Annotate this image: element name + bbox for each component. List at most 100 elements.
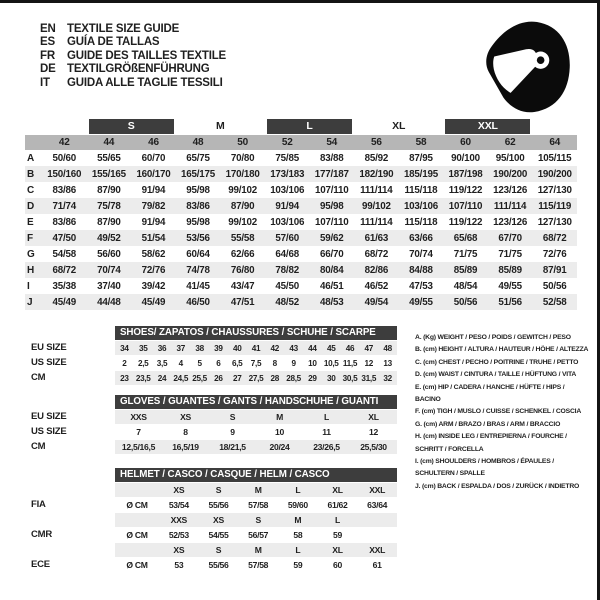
measure-cell: 48/53 bbox=[320, 296, 344, 308]
measure-cell: 111/114 bbox=[360, 216, 393, 228]
measure-cell: 47/53 bbox=[409, 280, 433, 292]
size-group-row: S M L XL XXL bbox=[25, 119, 577, 134]
table-title: GLOVES / GUANTES / GANTS / HANDSCHUHE / … bbox=[115, 395, 397, 409]
measure-cell: 51/54 bbox=[141, 232, 166, 244]
measure-cell: 170/180 bbox=[225, 168, 260, 180]
measure-cell: 79/82 bbox=[141, 200, 166, 212]
legend-entry: H. (cm) INSIDE LEG / ENTREPIERNA / FOURC… bbox=[415, 433, 567, 453]
measure-row: E 83/86 87/90 91/94 95/98 99/102 103/106 107/11… bbox=[25, 214, 577, 230]
size-number-cell: 44 bbox=[103, 137, 115, 148]
measure-cell: 85/89 bbox=[453, 264, 478, 276]
value-cell: XL bbox=[368, 412, 379, 422]
value-cell: 58 bbox=[293, 530, 303, 540]
value-cell: 10,5 bbox=[323, 358, 339, 368]
measure-cell: 55/65 bbox=[97, 152, 121, 164]
size-letter-cell: S bbox=[215, 485, 222, 495]
measure-cell: 46/52 bbox=[364, 280, 389, 292]
measure-cell: 85/89 bbox=[498, 264, 522, 276]
measure-cell: 55/58 bbox=[230, 232, 255, 244]
value-cell: 63/64 bbox=[367, 500, 388, 510]
value-cell: 60 bbox=[333, 560, 342, 570]
value-cell: 56/57 bbox=[248, 530, 269, 540]
measure-cell: 66/70 bbox=[320, 248, 344, 260]
language-title: TEXTILE SIZE GUIDE bbox=[67, 23, 180, 35]
value-cell: 44 bbox=[308, 343, 317, 353]
row-label: US SIZE bbox=[31, 357, 67, 368]
measure-cell: 74/78 bbox=[186, 264, 210, 276]
value-cell: 2 bbox=[122, 358, 127, 368]
value-cell: 7 bbox=[136, 427, 141, 437]
legend-entry: F. (cm) TIGH / MUSLO / CUISSE / SCHENKEL… bbox=[415, 408, 582, 416]
language-code: ES bbox=[40, 36, 55, 49]
value-cell: 2,5 bbox=[137, 358, 149, 368]
measure-cell: 95/98 bbox=[186, 216, 210, 228]
table-row: EU SIZE 34 35 36 37 38 39 40 41 42 43 44 45 46 47 48 bbox=[25, 341, 397, 355]
measure-cell: 75/85 bbox=[275, 152, 299, 164]
value-cell: 53/54 bbox=[168, 500, 189, 510]
measure-key: H bbox=[27, 264, 35, 276]
language-row: ES GUÍA DE TALLAS bbox=[40, 36, 226, 49]
measure-cell: 91/94 bbox=[275, 200, 299, 212]
size-number-cell: 46 bbox=[148, 137, 159, 148]
value-cell: 16,5/19 bbox=[172, 442, 199, 452]
measure-cell: 123/126 bbox=[493, 184, 528, 196]
size-number-cell: 54 bbox=[326, 137, 338, 148]
measure-cell: 103/106 bbox=[270, 216, 305, 228]
helmet-value-row: FIA Ø CM 53/54 55/56 57/58 59/60 61/62 63/64 bbox=[25, 498, 397, 512]
measure-key: J bbox=[27, 296, 33, 308]
value-cell: 29 bbox=[308, 373, 317, 383]
measure-cell: 119/122 bbox=[448, 216, 483, 228]
language-title: GUÍA DE TALLAS bbox=[67, 36, 160, 49]
value-cell: 11,5 bbox=[342, 358, 358, 368]
measure-cell: 165/175 bbox=[181, 168, 216, 180]
measure-cell: 52/58 bbox=[542, 296, 567, 308]
measure-cell: 95/98 bbox=[320, 200, 344, 212]
value-cell: 12 bbox=[364, 358, 374, 368]
measure-cell: 107/110 bbox=[448, 200, 483, 212]
measure-cell: 111/114 bbox=[493, 200, 527, 212]
size-letter-cell: L bbox=[295, 545, 301, 555]
measure-cell: 58/62 bbox=[141, 248, 166, 260]
table-header-row: GLOVES / GUANTES / GANTS / HANDSCHUHE / … bbox=[25, 395, 397, 409]
value-cell: 61/62 bbox=[327, 500, 348, 510]
language-title: GUIDE DES TAILLES TEXTILE bbox=[67, 49, 226, 62]
value-cell: 7,5 bbox=[250, 358, 262, 368]
language-title: TEXTILGRÖßENFÜHRUNG bbox=[67, 63, 210, 76]
measure-cell: 45/49 bbox=[141, 296, 166, 308]
size-group-label: S bbox=[88, 119, 174, 134]
measure-cell: 70/74 bbox=[409, 248, 433, 260]
size-letter-cell: XS bbox=[173, 485, 185, 495]
measure-cell: 80/84 bbox=[320, 264, 344, 276]
value-cell: S bbox=[229, 412, 236, 422]
measure-row: J 45/49 44/48 45/49 46/50 47/51 48/52 48/53 49/5… bbox=[25, 294, 577, 310]
row-label-spacer bbox=[25, 543, 115, 557]
measure-cell: 62/66 bbox=[230, 248, 255, 260]
measure-cell: 60/64 bbox=[186, 248, 210, 260]
measure-cell: 84/88 bbox=[409, 264, 433, 276]
unit-cell: Ø CM bbox=[126, 500, 148, 510]
value-cell: 30,5 bbox=[342, 373, 358, 383]
measure-cell: 75/78 bbox=[97, 200, 121, 212]
measure-cell: 70/74 bbox=[97, 264, 121, 276]
measure-cell: 56/60 bbox=[97, 248, 121, 260]
shoes-table: SHOES/ ZAPATOS / CHAUSSURES / SCHUHE / S… bbox=[25, 326, 397, 385]
language-row: FR GUIDE DES TAILLES TEXTILE bbox=[40, 50, 226, 63]
table-title: HELMET / CASCO / CASQUE / HELM / CASCO bbox=[115, 468, 397, 482]
row-cells: XS S M L XL XXL bbox=[115, 483, 397, 497]
row-label: US SIZE bbox=[31, 426, 67, 437]
measure-row: G 54/58 56/60 58/62 60/64 62/66 64/68 66/70 68/7… bbox=[25, 246, 577, 262]
size-letter-cell: L bbox=[335, 515, 340, 525]
row-label-spacer bbox=[25, 483, 115, 497]
measure-cell: 111/114 bbox=[360, 184, 393, 196]
table-row: US SIZE 7 8 9 10 11 12 bbox=[25, 425, 397, 439]
helmet-size-row: XXS XS S M L bbox=[25, 513, 397, 527]
measure-cell: 68/72 bbox=[364, 248, 389, 260]
measure-key: A bbox=[27, 152, 35, 164]
size-letter-cell: XL bbox=[332, 545, 343, 555]
measure-cell: 99/102 bbox=[228, 184, 257, 196]
value-cell: 37 bbox=[176, 343, 186, 353]
measure-cell: 90/100 bbox=[451, 152, 480, 164]
measure-key: F bbox=[27, 232, 33, 244]
measure-cell: 35/38 bbox=[52, 280, 77, 292]
legend-entry: I. (cm) SHOULDERS / HOMBROS / ÉPAULES / … bbox=[415, 458, 554, 478]
